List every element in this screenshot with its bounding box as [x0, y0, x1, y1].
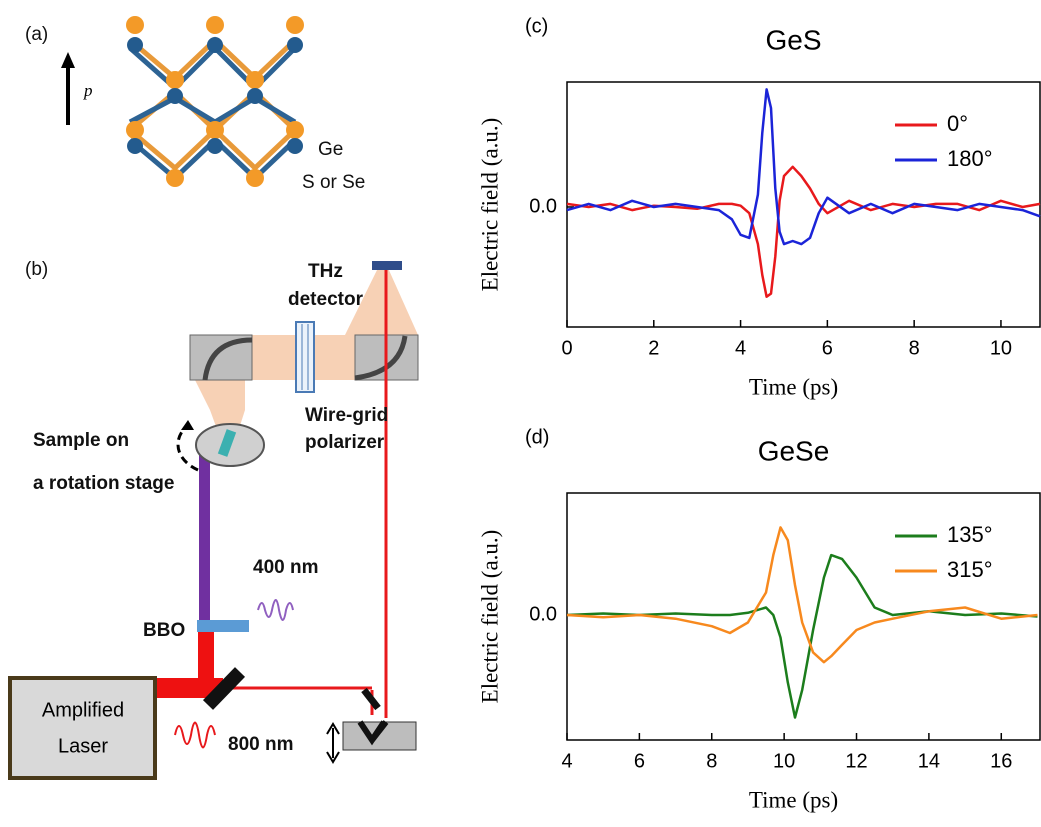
label: BBO [143, 620, 185, 641]
x-tick-label: 14 [918, 750, 940, 772]
y-tick-label: 0.0 [529, 603, 557, 625]
detector [372, 261, 402, 270]
x-tick-label: 4 [561, 750, 572, 772]
label: polarizer [305, 432, 385, 453]
panel-label: (c) [525, 15, 548, 37]
y-axis-label: Electric field (a.u.) [477, 118, 502, 292]
lattice [130, 40, 295, 178]
x-tick-label: 10 [773, 750, 795, 772]
panel-label: (b) [25, 259, 48, 280]
x-tick-label: 10 [990, 337, 1012, 359]
x-tick-label: 2 [648, 337, 659, 359]
x-axis-label: Time (ps) [749, 374, 838, 399]
label: Laser [58, 735, 108, 757]
chart-title: GeSe [758, 435, 830, 466]
x-axis-label: Time (ps) [749, 787, 838, 812]
atom-label: Ge [318, 139, 343, 160]
legend-label: 0° [947, 111, 968, 136]
panel-label: (a) [25, 24, 48, 45]
figure: (a) p Ge S or Se (b) THz detector Wire-g… [0, 0, 1041, 827]
legend-label: 135° [947, 522, 993, 547]
x-tick-label: 0 [561, 337, 572, 359]
vector-label: p [83, 81, 93, 100]
polarization-arrow [61, 52, 75, 125]
label: Wire-grid [305, 405, 388, 426]
pump-400 [199, 440, 210, 622]
x-tick-label: 8 [909, 337, 920, 359]
label: a rotation stage [33, 473, 174, 494]
polarizer [296, 322, 314, 392]
x-tick-label: 16 [990, 750, 1012, 772]
label: 800 nm [228, 734, 293, 755]
label: THz [308, 261, 343, 282]
data-line [567, 167, 1040, 297]
chart-title: GeS [765, 24, 821, 55]
plot-frame [567, 82, 1040, 327]
x-tick-label: 4 [735, 337, 746, 359]
legend-label: 315° [947, 557, 993, 582]
y-axis-label: Electric field (a.u.) [477, 530, 502, 704]
atom-label: S or Se [302, 172, 365, 193]
laser [10, 678, 155, 778]
x-tick-label: 8 [706, 750, 717, 772]
label: 400 nm [253, 557, 318, 578]
label: detector [288, 289, 364, 310]
label: Sample on [33, 430, 129, 451]
legend-label: 180° [947, 146, 993, 171]
bbo [197, 620, 249, 632]
y-tick-label: 0.0 [529, 195, 557, 217]
panel-label: (d) [525, 426, 549, 448]
label: Amplified [42, 699, 124, 721]
x-tick-label: 6 [822, 337, 833, 359]
x-tick-label: 12 [845, 750, 867, 772]
data-line [567, 527, 1038, 662]
x-tick-label: 6 [634, 750, 645, 772]
